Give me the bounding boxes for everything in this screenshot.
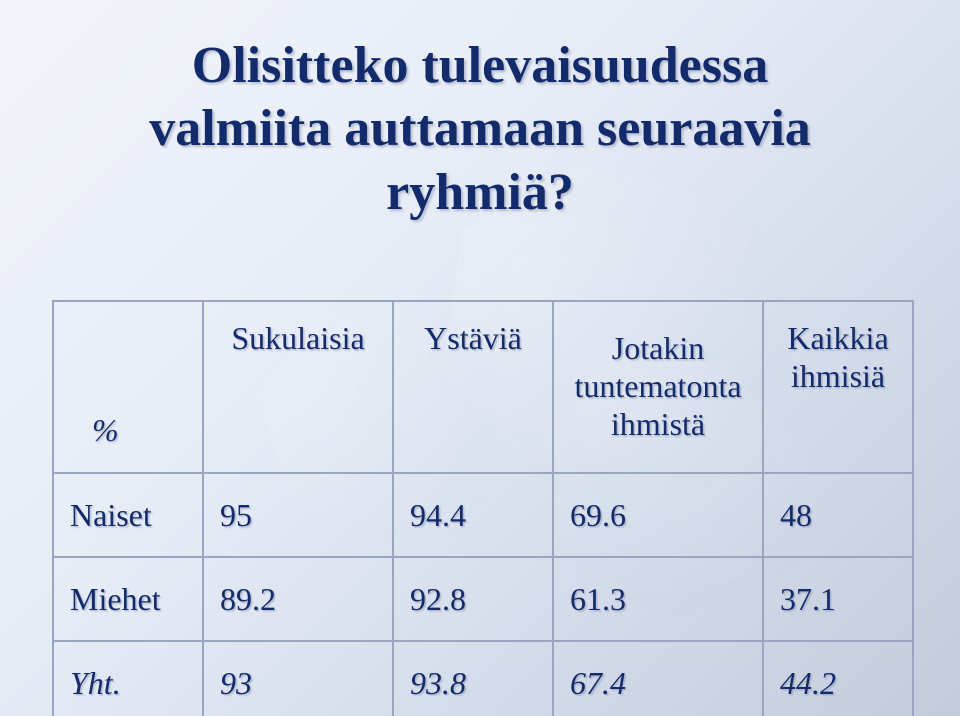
col-header-kaikkia: Kaikkia ihmisiä <box>763 301 913 473</box>
cell: 69.6 <box>553 473 763 557</box>
cell: 44.2 <box>763 641 913 716</box>
cell: 93.8 <box>393 641 553 716</box>
table-row-total: Yht. 93 93.8 67.4 44.2 <box>53 641 913 716</box>
row-label: Miehet <box>53 557 203 641</box>
slide-title: Olisitteko tulevaisuudessa valmiita autt… <box>0 34 960 224</box>
cell: 89.2 <box>203 557 393 641</box>
col-header-jotakin: Jotakin tuntematonta ihmistä <box>553 301 763 473</box>
title-line: Olisitteko tulevaisuudessa <box>192 37 768 94</box>
table-row: Naiset 95 94.4 69.6 48 <box>53 473 913 557</box>
col-header-sukulaisia: Sukulaisia <box>203 301 393 473</box>
cell: 92.8 <box>393 557 553 641</box>
data-table-wrapper: % Sukulaisia Ystäviä Jotakin tuntematont… <box>52 300 908 716</box>
cell: 61.3 <box>553 557 763 641</box>
col-header-percent: % <box>53 301 203 473</box>
cell: 94.4 <box>393 473 553 557</box>
table-row: Miehet 89.2 92.8 61.3 37.1 <box>53 557 913 641</box>
slide: Olisitteko tulevaisuudessa valmiita autt… <box>0 0 960 716</box>
cell: 48 <box>763 473 913 557</box>
col-header-label: Jotakin tuntematonta ihmistä <box>574 330 741 442</box>
title-line: valmiita auttamaan seuraavia <box>149 100 811 157</box>
col-header-label: Sukulaisia <box>231 320 364 356</box>
cell: 37.1 <box>763 557 913 641</box>
cell: 95 <box>203 473 393 557</box>
col-header-label: % <box>92 412 119 448</box>
table-header-row: % Sukulaisia Ystäviä Jotakin tuntematont… <box>53 301 913 473</box>
cell: 93 <box>203 641 393 716</box>
cell: 67.4 <box>553 641 763 716</box>
title-line: ryhmiä? <box>386 164 574 221</box>
row-label: Yht. <box>53 641 203 716</box>
col-header-ystavia: Ystäviä <box>393 301 553 473</box>
row-label: Naiset <box>53 473 203 557</box>
col-header-label: Kaikkia ihmisiä <box>787 320 888 394</box>
col-header-label: Ystäviä <box>424 320 522 356</box>
data-table: % Sukulaisia Ystäviä Jotakin tuntematont… <box>52 300 914 716</box>
